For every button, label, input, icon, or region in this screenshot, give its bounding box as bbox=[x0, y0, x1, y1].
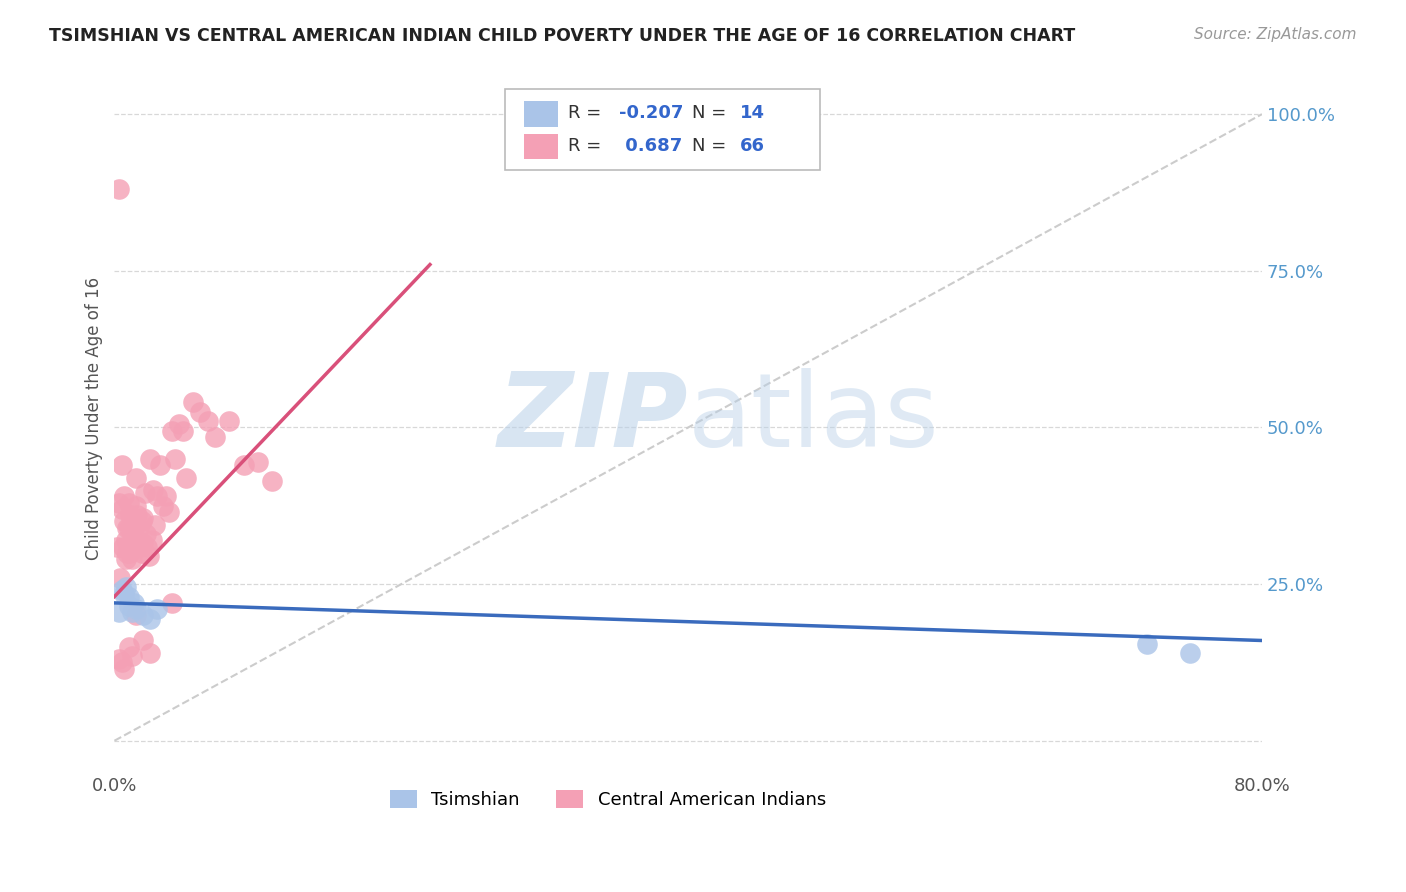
Point bbox=[107, 496, 129, 510]
Text: N =: N = bbox=[692, 136, 731, 155]
Point bbox=[132, 536, 155, 550]
Point bbox=[121, 533, 143, 548]
Point bbox=[125, 602, 148, 616]
Point bbox=[157, 505, 180, 519]
Legend: Tsimshian, Central American Indians: Tsimshian, Central American Indians bbox=[382, 782, 832, 816]
Point bbox=[1136, 637, 1159, 651]
Point bbox=[246, 455, 269, 469]
Point bbox=[132, 511, 155, 525]
Point bbox=[129, 540, 152, 554]
Point bbox=[105, 540, 128, 554]
Point bbox=[149, 458, 172, 472]
Point bbox=[1180, 646, 1202, 660]
Point bbox=[110, 502, 132, 516]
Point bbox=[139, 611, 162, 625]
Text: 14: 14 bbox=[740, 104, 765, 122]
Point bbox=[124, 596, 146, 610]
Point bbox=[141, 533, 163, 548]
Point bbox=[155, 489, 177, 503]
Point bbox=[114, 515, 136, 529]
Point bbox=[110, 583, 132, 598]
Point bbox=[114, 586, 136, 600]
Point bbox=[136, 540, 159, 554]
Point bbox=[138, 549, 160, 563]
Point bbox=[125, 499, 148, 513]
Point bbox=[110, 458, 132, 472]
Point bbox=[108, 571, 131, 585]
Point bbox=[125, 470, 148, 484]
Point bbox=[139, 451, 162, 466]
Point bbox=[167, 417, 190, 432]
Text: 66: 66 bbox=[740, 136, 765, 155]
Text: R =: R = bbox=[568, 136, 606, 155]
Point bbox=[135, 527, 157, 541]
Text: -0.207: -0.207 bbox=[619, 104, 683, 122]
Point bbox=[262, 474, 284, 488]
Point bbox=[142, 483, 165, 497]
Point bbox=[107, 652, 129, 666]
Point bbox=[190, 405, 212, 419]
FancyBboxPatch shape bbox=[524, 134, 558, 160]
Text: N =: N = bbox=[692, 104, 731, 122]
Point bbox=[118, 590, 141, 604]
FancyBboxPatch shape bbox=[505, 89, 820, 170]
Point bbox=[125, 608, 148, 623]
Point bbox=[118, 640, 141, 654]
Point bbox=[114, 662, 136, 676]
Point bbox=[107, 182, 129, 196]
Point bbox=[218, 414, 240, 428]
Point bbox=[114, 489, 136, 503]
Point bbox=[131, 515, 153, 529]
Text: 0.687: 0.687 bbox=[619, 136, 682, 155]
Point bbox=[122, 540, 145, 554]
Point bbox=[111, 540, 134, 554]
Y-axis label: Child Poverty Under the Age of 16: Child Poverty Under the Age of 16 bbox=[86, 277, 103, 559]
Text: R =: R = bbox=[568, 104, 606, 122]
Point bbox=[146, 489, 169, 503]
Point bbox=[152, 499, 174, 513]
Point bbox=[117, 546, 139, 560]
Point bbox=[120, 508, 142, 523]
Point bbox=[143, 517, 166, 532]
Point bbox=[132, 633, 155, 648]
Point bbox=[118, 521, 141, 535]
Point bbox=[115, 580, 138, 594]
Point bbox=[117, 521, 139, 535]
Point bbox=[172, 424, 194, 438]
FancyBboxPatch shape bbox=[524, 101, 558, 127]
Point bbox=[127, 508, 149, 523]
Point bbox=[139, 646, 162, 660]
Point bbox=[174, 470, 197, 484]
Point bbox=[128, 521, 150, 535]
Point bbox=[118, 496, 141, 510]
Point bbox=[131, 546, 153, 560]
Point bbox=[134, 486, 156, 500]
Point bbox=[121, 552, 143, 566]
Point bbox=[181, 395, 204, 409]
Text: Source: ZipAtlas.com: Source: ZipAtlas.com bbox=[1194, 27, 1357, 42]
Point bbox=[110, 656, 132, 670]
Point bbox=[115, 552, 138, 566]
Point bbox=[163, 451, 186, 466]
Point bbox=[121, 649, 143, 664]
Point bbox=[146, 602, 169, 616]
Point bbox=[118, 599, 141, 613]
Point bbox=[160, 424, 183, 438]
Point bbox=[160, 596, 183, 610]
Text: atlas: atlas bbox=[688, 368, 939, 468]
Point bbox=[121, 605, 143, 619]
Point bbox=[232, 458, 254, 472]
Point bbox=[124, 527, 146, 541]
Text: ZIP: ZIP bbox=[498, 368, 688, 468]
Point bbox=[120, 546, 142, 560]
Point bbox=[122, 515, 145, 529]
Point bbox=[107, 605, 129, 619]
Point bbox=[132, 608, 155, 623]
Point bbox=[115, 533, 138, 548]
Point bbox=[204, 430, 226, 444]
Point bbox=[197, 414, 219, 428]
Text: TSIMSHIAN VS CENTRAL AMERICAN INDIAN CHILD POVERTY UNDER THE AGE OF 16 CORRELATI: TSIMSHIAN VS CENTRAL AMERICAN INDIAN CHI… bbox=[49, 27, 1076, 45]
